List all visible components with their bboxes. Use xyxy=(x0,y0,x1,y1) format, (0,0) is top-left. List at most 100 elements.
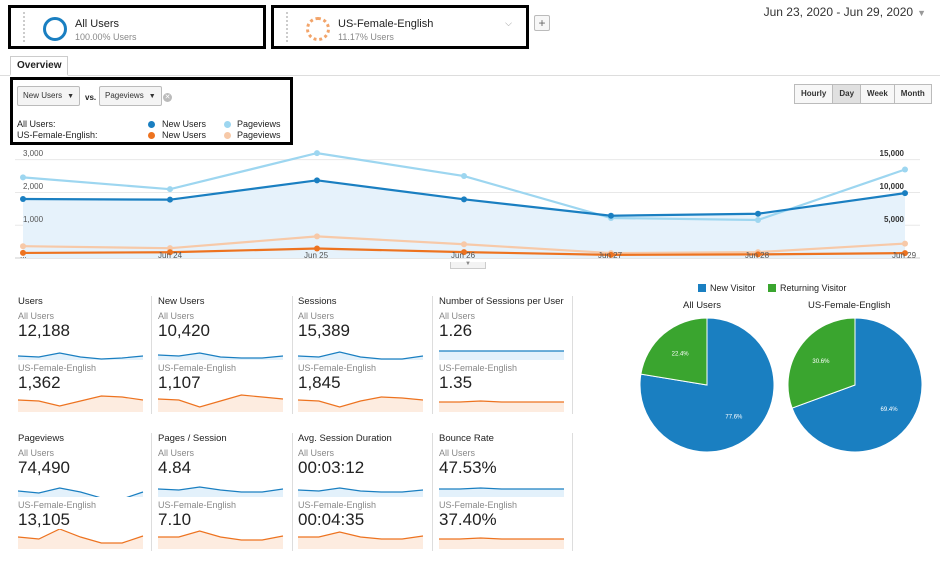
add-segment-button[interactable]: + xyxy=(534,15,550,31)
sparkline-us xyxy=(18,529,144,549)
card-divider xyxy=(432,296,433,414)
scorecard: Avg. Session Duration All Users 00:03:12… xyxy=(298,433,428,563)
vs-label: vs. xyxy=(85,93,97,102)
scorecard-us-label: US-Female-English xyxy=(158,363,237,373)
card-divider xyxy=(572,433,573,551)
scorecard: New Users All Users 10,420 US-Female-Eng… xyxy=(158,296,288,426)
primary-metric-value: New Users xyxy=(23,91,63,100)
x-axis-tick: ... xyxy=(20,251,27,260)
sparkline-line xyxy=(158,394,284,408)
month-button[interactable]: Month xyxy=(893,84,932,104)
data-point xyxy=(755,251,761,258)
card-divider xyxy=(151,433,152,551)
pie-slice-label: 30.6% xyxy=(812,359,830,365)
x-axis-tick: Jun 25 xyxy=(304,251,329,260)
scorecard-all-users-value: 15,389 xyxy=(298,321,350,340)
sparkline-line xyxy=(298,351,424,360)
pie-slice-new-visitor[interactable] xyxy=(791,317,923,453)
sparkline-line xyxy=(18,529,144,544)
primary-metric-select[interactable]: New Users ▼ xyxy=(17,86,81,106)
segment-percentage: 100.00% Users xyxy=(75,32,137,42)
chevron-down-icon[interactable]: ⌵ xyxy=(505,18,512,28)
data-point xyxy=(608,212,614,219)
x-axis-tick: Jun 26 xyxy=(451,251,476,260)
y-axis-left-tick: 2,000 xyxy=(23,182,44,191)
segment-all-users[interactable]: All Users 100.00% Users xyxy=(8,5,266,49)
pie-legend-new-label: New Visitor xyxy=(710,283,756,293)
chevron-down-icon: ▼ xyxy=(917,8,926,18)
sparkline-us xyxy=(298,396,424,412)
scorecard-us-value: 1,107 xyxy=(158,373,201,392)
x-axis-tick: Jun 24 xyxy=(158,251,183,260)
chevron-down-icon: ▼ xyxy=(67,93,75,100)
sparkline-line xyxy=(158,352,284,359)
sparkline-area xyxy=(298,488,423,497)
week-button[interactable]: Week xyxy=(860,84,895,104)
scorecard-all-users-label: All Users xyxy=(298,448,335,458)
sparkline-all-users xyxy=(158,486,284,497)
scorecard-all-users-value: 47.53% xyxy=(439,458,497,477)
data-point xyxy=(20,174,26,181)
pie-chart-all-users: 77.6% 22.4% xyxy=(639,317,775,453)
sparkline-all-users xyxy=(158,352,284,360)
sparkline-area xyxy=(298,397,423,412)
metric-legend-panel: New Users ▼ vs. Pageviews ▼ ✕ All Users: U… xyxy=(10,77,293,145)
pie-slice-label: 22.4% xyxy=(672,351,690,357)
card-divider xyxy=(292,296,293,414)
legend-swatch-returning-icon xyxy=(768,284,776,292)
sparkline-us xyxy=(439,400,564,412)
sparkline-area xyxy=(439,488,564,497)
day-button[interactable]: Day xyxy=(832,84,862,104)
x-axis-tick: Jun 28 xyxy=(745,251,770,260)
scorecard-us-label: US-Female-English xyxy=(158,500,237,510)
scorecard-us-label: US-Female-English xyxy=(439,500,518,510)
scorecard: Pages / Session All Users 4.84 US-Female… xyxy=(158,433,288,563)
scorecard-title: Sessions xyxy=(298,296,337,307)
scorecard: Sessions All Users 15,389 US-Female-Engl… xyxy=(298,296,428,426)
data-point xyxy=(902,250,908,257)
x-axis-tick: Jun 27 xyxy=(598,251,623,260)
sparkline-area xyxy=(439,538,564,549)
date-range-text: Jun 23, 2020 - Jun 29, 2020 xyxy=(763,5,914,19)
pie-slice-returning-visitor[interactable] xyxy=(640,317,708,386)
tab-overview[interactable]: Overview xyxy=(10,56,69,76)
segment-us-female-english[interactable]: US-Female-English 11.17% Users ⌵ xyxy=(271,5,529,49)
scorecard-us-label: US-Female-English xyxy=(298,500,377,510)
sparkline-area xyxy=(18,353,143,360)
legend-all-users-label: All Users: xyxy=(17,119,56,129)
scorecard-all-users-value: 00:03:12 xyxy=(298,458,365,477)
x-axis-tick: Jun 29 xyxy=(892,251,917,260)
data-point xyxy=(314,233,320,240)
scorecard-us-label: US-Female-English xyxy=(18,363,97,373)
sparkline-line xyxy=(18,487,144,497)
sparkline-line xyxy=(158,486,284,493)
hourly-button[interactable]: Hourly xyxy=(794,84,834,104)
sparkline-line xyxy=(298,487,424,493)
sparkline-area xyxy=(158,487,283,497)
scorecard-us-label: US-Female-English xyxy=(439,363,518,373)
secondary-metric-select[interactable]: Pageviews ▼ xyxy=(99,86,162,106)
scorecard: Bounce Rate All Users 47.53% US-Female-E… xyxy=(439,433,569,563)
scorecard-all-users-label: All Users xyxy=(18,448,55,458)
sparkline-area xyxy=(18,396,143,412)
scorecard-all-users-label: All Users xyxy=(439,448,476,458)
scorecard: Users All Users 12,188 US-Female-English… xyxy=(18,296,148,426)
scorecard-all-users-value: 10,420 xyxy=(158,321,210,340)
data-point xyxy=(167,186,173,193)
series-area-all-new-users xyxy=(23,180,905,258)
pie-title-us: US-Female-English xyxy=(808,300,891,311)
y-axis-right-tick: 15,000 xyxy=(879,149,904,158)
legend-dot-all-new-icon xyxy=(148,121,155,128)
date-range-picker[interactable]: Jun 23, 2020 - Jun 29, 2020 ▼ xyxy=(764,5,926,19)
pie-slice-returning-visitor[interactable] xyxy=(787,317,856,409)
segment-inner: All Users 100.00% Users xyxy=(23,12,257,42)
sparkline-line xyxy=(158,530,284,541)
scorecard-title: Pageviews xyxy=(18,433,64,444)
data-point xyxy=(461,241,467,248)
scorecard-all-users-label: All Users xyxy=(439,311,476,321)
chart-resize-handle[interactable]: ▼ xyxy=(450,261,486,269)
clear-metric-icon[interactable]: ✕ xyxy=(163,93,172,102)
scorecard: Number of Sessions per User All Users 1.… xyxy=(439,296,569,426)
scorecard-all-users-value: 74,490 xyxy=(18,458,70,477)
scorecard-us-value: 00:04:35 xyxy=(298,510,365,529)
